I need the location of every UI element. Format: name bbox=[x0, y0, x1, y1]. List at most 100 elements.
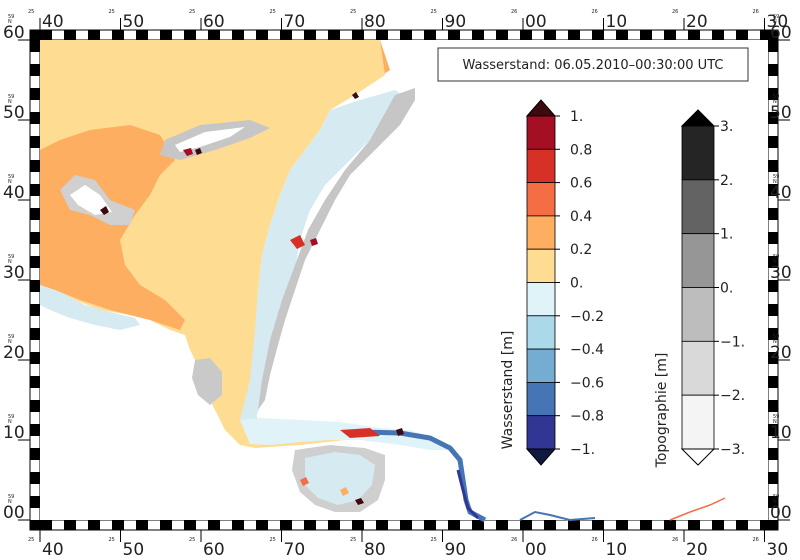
colorbar-under-triangle bbox=[680, 448, 716, 466]
frame-segment bbox=[768, 448, 778, 460]
y-tick-sub-right: N bbox=[773, 19, 777, 25]
frame-segment bbox=[232, 520, 244, 530]
frame-segment bbox=[768, 472, 778, 484]
frame-segment bbox=[136, 30, 148, 40]
frame-segment bbox=[40, 520, 52, 530]
frame-segment bbox=[768, 304, 778, 316]
frame-segment bbox=[616, 520, 628, 530]
frame-segment bbox=[256, 30, 268, 40]
y-tick-minor-right: 59 bbox=[773, 414, 779, 420]
frame-segment bbox=[256, 520, 268, 530]
x-tick-minor-top: 25 bbox=[189, 9, 195, 15]
frame-segment bbox=[768, 208, 778, 220]
frame-segment bbox=[664, 30, 676, 40]
frame-segment bbox=[760, 30, 768, 40]
colorbar-tick-label: 0. bbox=[720, 281, 733, 297]
frame-segment bbox=[328, 520, 340, 530]
frame-segment bbox=[376, 520, 388, 530]
x-tick-minor-bottom: 26 bbox=[753, 537, 759, 543]
frame-segment bbox=[768, 88, 778, 100]
colorbar-tick-label: 1. bbox=[570, 109, 583, 125]
x-tick-minor-top: 26 bbox=[592, 9, 598, 15]
y-tick-label-right: 40 bbox=[770, 183, 792, 203]
colorbar-tick-label: 1. bbox=[720, 227, 733, 243]
y-tick-label-right: 60 bbox=[770, 23, 792, 43]
colorbar-tick-label: −0.4 bbox=[570, 342, 604, 358]
colorbar-tick-label: −0.2 bbox=[570, 309, 604, 325]
x-tick-label-top: 40 bbox=[42, 12, 64, 32]
frame-segment bbox=[640, 520, 652, 530]
frame-segment bbox=[736, 520, 748, 530]
x-tick-label-top: 60 bbox=[203, 12, 225, 32]
frame-segment bbox=[40, 30, 52, 40]
y-tick-minor-left: 59 bbox=[8, 334, 14, 340]
frame-segment bbox=[30, 160, 40, 172]
frame-segment bbox=[30, 304, 40, 316]
x-tick-label-top: 50 bbox=[123, 12, 145, 32]
frame-segment bbox=[64, 520, 76, 530]
frame-segment bbox=[640, 30, 652, 40]
colorbar-segment bbox=[526, 248, 556, 283]
title-text: Wasserstand: 06.05.2010–00:30:00 UTC bbox=[463, 58, 724, 73]
y-tick-sub-left: N bbox=[8, 259, 12, 265]
frame-segment bbox=[616, 30, 628, 40]
colorbar-tick-label: 2. bbox=[720, 173, 733, 189]
y-tick-label-left: 20 bbox=[3, 343, 25, 363]
colorbar-tick-label: −0.6 bbox=[570, 375, 604, 391]
frame-segment bbox=[30, 496, 40, 508]
y-tick-label-right: 00 bbox=[770, 503, 792, 523]
colorbar-segment bbox=[526, 182, 556, 217]
colorbar-under-triangle bbox=[525, 448, 557, 466]
frame-segment bbox=[232, 30, 244, 40]
colorbar-segment bbox=[681, 233, 715, 288]
x-tick-minor-bottom: 26 bbox=[511, 537, 517, 543]
x-tick-minor-bottom: 25 bbox=[109, 537, 115, 543]
y-tick-label-left: 40 bbox=[3, 183, 25, 203]
y-tick-sub-left: N bbox=[8, 339, 12, 345]
colorbar-tick-label: −1. bbox=[570, 442, 595, 458]
frame-corner bbox=[768, 520, 778, 530]
y-tick-minor-left: 59 bbox=[8, 254, 14, 260]
title-box: Wasserstand: 06.05.2010–00:30:00 UTC bbox=[437, 47, 749, 82]
x-tick-label-bottom: 80 bbox=[364, 540, 386, 560]
frame-segment bbox=[280, 520, 292, 530]
river-channel-deep bbox=[456, 469, 480, 520]
x-tick-minor-top: 25 bbox=[350, 9, 356, 15]
y-tick-minor-left: 59 bbox=[8, 14, 14, 20]
x-tick-minor-top: 25 bbox=[270, 9, 276, 15]
y-tick-minor-left: 59 bbox=[8, 174, 14, 180]
colorbar-label: Topographie [m] bbox=[654, 353, 670, 469]
island-white-north bbox=[175, 127, 245, 152]
x-tick-minor-top: 26 bbox=[672, 9, 678, 15]
channel-east-orange bbox=[669, 497, 726, 521]
frame-segment bbox=[160, 520, 172, 530]
y-tick-label-right: 10 bbox=[770, 423, 792, 443]
x-tick-label-bottom: 20 bbox=[686, 540, 708, 560]
y-tick-sub-right: N bbox=[773, 259, 777, 265]
frame-segment bbox=[30, 256, 40, 268]
colorbar-tick-label: 0.6 bbox=[570, 176, 592, 192]
frame-segment bbox=[328, 30, 340, 40]
frame-segment bbox=[280, 30, 292, 40]
y-tick-sub-right: N bbox=[773, 499, 777, 505]
channel-east bbox=[519, 510, 596, 522]
x-tick-minor-bottom: 25 bbox=[28, 537, 34, 543]
frame-segment bbox=[400, 520, 412, 530]
frame-segment bbox=[688, 30, 700, 40]
frame-segment bbox=[424, 520, 436, 530]
y-tick-label-right: 20 bbox=[770, 343, 792, 363]
colorbar-segment bbox=[681, 179, 715, 235]
y-tick-sub-left: N bbox=[8, 99, 12, 105]
colorbar-tick-label: −1. bbox=[720, 334, 745, 350]
frame-segment bbox=[112, 520, 124, 530]
coast-west-shallow bbox=[40, 285, 140, 330]
x-tick-minor-bottom: 26 bbox=[672, 537, 678, 543]
colorbar-tick-label: −3. bbox=[720, 442, 745, 458]
frame-segment bbox=[400, 30, 412, 40]
frame-segment bbox=[30, 448, 40, 460]
x-tick-label-bottom: 00 bbox=[525, 540, 547, 560]
frame-segment bbox=[304, 30, 316, 40]
y-tick-sub-right: N bbox=[773, 179, 777, 185]
